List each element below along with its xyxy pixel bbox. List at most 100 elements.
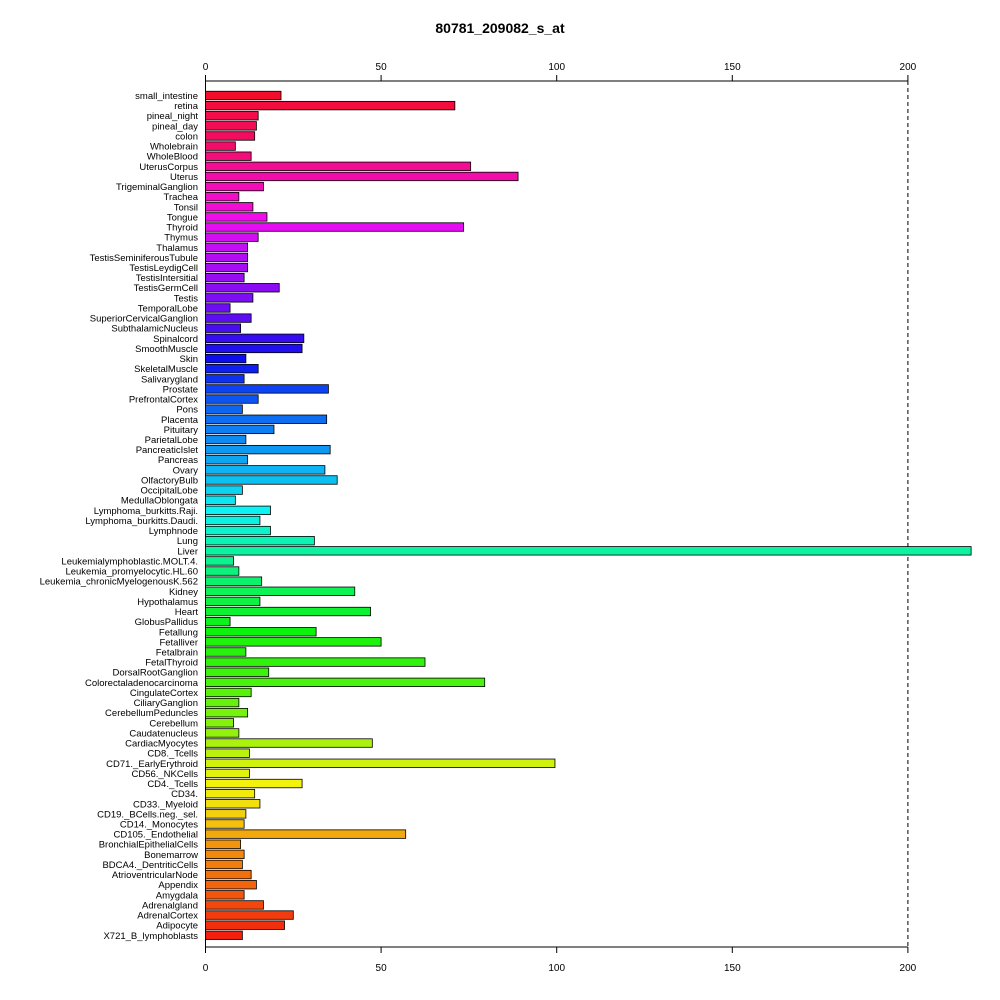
bar — [205, 859, 243, 870]
bar — [205, 880, 257, 890]
category-label: CD4._Tcells — [147, 779, 198, 790]
bottom-axis: 0 50 100 150 200 — [203, 946, 917, 974]
category-label: SuperiorCervicalGanglion — [90, 314, 198, 325]
bar — [205, 606, 371, 617]
category-label: CingulateCortex — [130, 688, 198, 699]
bar — [205, 627, 317, 637]
bar — [205, 910, 294, 920]
category-label: Testis — [174, 293, 199, 304]
category-labels: small_intestineretinapineal_nightpineal_… — [40, 91, 199, 942]
category-label: FetalThyroid — [145, 658, 198, 669]
category-label: SubthalamicNucleus — [111, 324, 198, 335]
category-label: Uterus — [170, 172, 198, 183]
category-label: Thymus — [164, 233, 198, 244]
bar — [205, 718, 234, 728]
category-label: UterusCorpus — [139, 162, 198, 173]
category-label: BronchialEpithelialCells — [99, 840, 199, 851]
bar — [205, 181, 264, 192]
chart-title: 80781_209082_s_at — [435, 20, 565, 36]
category-label: retina — [174, 101, 198, 112]
bar — [205, 596, 261, 607]
bar — [205, 414, 328, 424]
category-label: BDCA4._DentriticCells — [102, 860, 198, 871]
bar — [205, 505, 271, 515]
category-label: Lymphoma_burkitts.Raji. — [94, 506, 198, 517]
category-label: Pons — [176, 405, 198, 416]
category-label: PancreaticIslet — [136, 445, 199, 456]
category-label: CD19._BCells.neg._sel. — [97, 809, 198, 820]
bar — [205, 434, 247, 445]
category-label: Fetalbrain — [156, 647, 198, 658]
bar — [205, 657, 426, 667]
category-label: PrefrontalCortex — [129, 395, 198, 406]
category-label: AdrenalCortex — [137, 911, 198, 922]
bar — [205, 829, 407, 839]
bar — [205, 485, 243, 495]
category-label: Lymphoma_burkitts.Daudi. — [85, 516, 198, 527]
bar — [205, 343, 303, 354]
category-label: Salivarygland — [141, 374, 198, 385]
category-label: colon — [175, 131, 198, 142]
bar — [205, 576, 263, 586]
bar — [205, 232, 259, 242]
bars-group — [205, 90, 972, 940]
bar — [205, 566, 240, 576]
category-label: TestisGermCell — [134, 283, 198, 294]
bar — [205, 788, 256, 799]
bar — [205, 272, 245, 283]
bar — [205, 778, 303, 789]
category-label: GlobusPallidus — [135, 617, 199, 628]
bottom-tick-label: 100 — [548, 963, 565, 974]
bar — [205, 202, 254, 212]
bar — [205, 394, 259, 404]
bar — [205, 161, 472, 171]
bar — [205, 222, 465, 232]
bar — [205, 353, 247, 364]
bar — [205, 616, 231, 627]
category-label: Lung — [177, 536, 198, 547]
category-label: TemporalLobe — [138, 303, 198, 314]
top-tick-label: 100 — [548, 62, 565, 73]
bar — [205, 525, 271, 536]
bottom-tick-label: 200 — [900, 963, 917, 974]
bar — [205, 242, 249, 252]
bar — [205, 141, 236, 151]
category-label: Heart — [175, 607, 199, 618]
category-label: MedullaOblongata — [121, 496, 199, 507]
bar — [205, 100, 456, 111]
category-label: Tongue — [167, 212, 198, 223]
category-label: Thalamus — [156, 243, 198, 254]
category-label: X721_B_lymphoblasts — [103, 931, 198, 942]
bar — [205, 455, 249, 465]
category-label: Thyroid — [166, 223, 198, 234]
bar — [205, 758, 556, 768]
category-label: pineal_day — [152, 121, 198, 132]
category-label: OlfactoryBulb — [141, 475, 198, 486]
bar — [205, 131, 256, 141]
bar — [205, 252, 249, 263]
bar — [205, 809, 247, 819]
category-label: Spinalcord — [153, 334, 198, 345]
category-label: ParietalLobe — [145, 435, 198, 446]
category-label: Wholebrain — [150, 142, 198, 153]
category-label: CD14._Monocytes — [120, 819, 198, 830]
category-label: CiliaryGanglion — [134, 698, 198, 709]
bar — [205, 819, 245, 829]
category-label: Fetalliver — [159, 637, 198, 648]
category-label: TrigeminalGanglion — [116, 182, 198, 193]
category-label: Adipocyte — [156, 921, 198, 932]
bar — [205, 313, 252, 323]
top-axis: 0 50 100 150 200 — [203, 62, 917, 82]
bar — [205, 323, 242, 333]
bar — [205, 465, 326, 475]
category-label: WholeBlood — [147, 152, 198, 163]
bar — [205, 890, 245, 900]
bar — [205, 677, 486, 687]
category-label: Liver — [177, 546, 198, 557]
bar — [205, 495, 236, 505]
category-label: TestisSeminiferousTubule — [90, 253, 198, 264]
category-label: SmoothMuscle — [135, 344, 198, 355]
bar — [205, 293, 254, 303]
bar — [205, 708, 249, 718]
bar — [205, 333, 305, 343]
